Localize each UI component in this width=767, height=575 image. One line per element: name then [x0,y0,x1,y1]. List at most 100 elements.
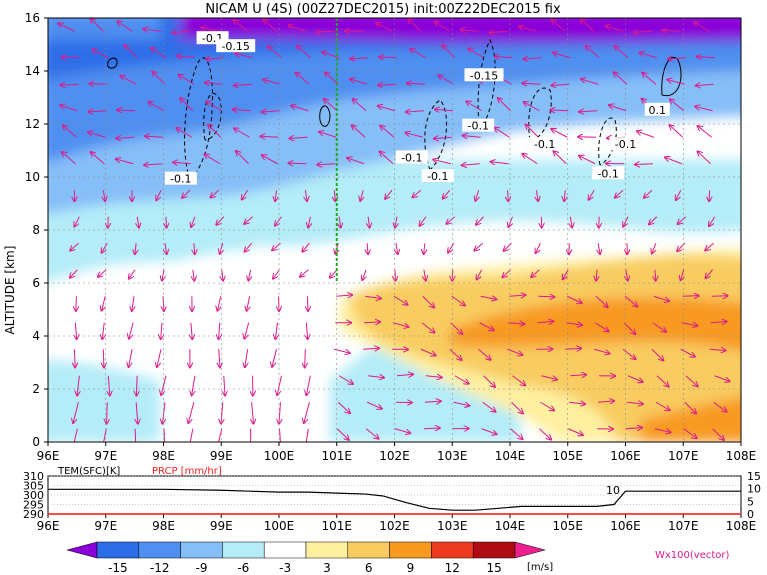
colorbar-segment [389,541,432,559]
wind-vector [204,154,221,165]
wind-vector [475,190,478,201]
wind-vector [206,58,224,59]
wind-vector [712,428,724,440]
colorbar-tick-label: 15 [486,561,501,575]
wind-vector [307,296,308,311]
wind-vector [609,105,627,112]
wind-vector [92,50,109,59]
wind-vector [350,58,369,59]
wind-vector [262,111,280,112]
main-axes: 96E 97E 98E 99E 100E 101E 102E 103E 104E 105E 106E… [25,11,757,463]
wind-vector [162,402,165,423]
wind-vector [74,349,75,367]
wind-vector [261,136,279,137]
contour-label: -0.15 [470,69,498,82]
wind-vector [524,102,540,112]
wind-vector [449,348,462,360]
wind-vector [570,375,586,376]
wind-vector [606,26,624,32]
colorbar-segment [305,541,349,559]
wind-vector [709,349,726,350]
wind-vector [624,295,637,306]
colorbar-segment [222,541,265,559]
wind-vector [698,126,712,138]
wind-vector [451,295,465,305]
wind-vector [136,375,137,396]
wind-vector [63,125,77,138]
wind-vector [683,428,697,439]
wind-vector [91,152,105,165]
wind-vector [509,295,526,296]
colorbar-tick-label: 3 [323,561,331,575]
wind-vector [625,428,642,429]
wind-vector [551,84,570,85]
wind-vector [75,322,76,339]
wind-vector [640,53,658,59]
wind-vector [423,428,440,429]
wind-vector [245,349,248,367]
colorbar-tick-label: -15 [108,561,128,575]
wind-vector [337,401,350,413]
surface-x-tick-label: 96E [37,519,60,533]
wind-vector [540,401,554,410]
x-tick-label: 103E [437,449,468,463]
wind-vector [191,322,192,339]
wind-vector [347,158,365,165]
wind-vector [642,73,657,85]
wind-vector [424,269,426,281]
wind-vector [450,322,462,334]
right-tick-label: 15 [747,470,761,483]
wind-vector [653,295,669,301]
wind-vector [70,269,78,278]
wind-vector [219,322,220,339]
wind-vector [368,376,384,378]
wind-vector [508,323,525,324]
wind-vector [339,216,340,228]
wind-vector [182,189,191,198]
surface-x-tick-label: 106E [610,519,641,533]
y-tick-label: 10 [25,170,40,184]
contour-label: -0.1 [597,167,618,180]
x-tick-label: 98E [152,449,175,463]
wind-vector [379,57,398,58]
contour-label-bg [216,39,256,53]
wind-vector [695,106,713,112]
surface-x-tick-label: 101E [322,519,353,533]
wind-vector [62,152,76,165]
wind-vector [598,243,600,254]
wind-vector [412,189,422,197]
wind-vector [216,216,225,225]
wind-vector [58,23,75,32]
wind-vector [498,98,511,112]
wind-vector [334,190,335,201]
wind-vector [537,321,553,322]
wind-vector [206,101,223,112]
colorbar: -15 -12 -9 -6 -3 3 6 9 12 15 [66,541,546,575]
wind-vector [262,155,278,165]
wind-vector [191,216,195,227]
wind-vector [380,126,395,138]
wind-vector [466,101,482,112]
wind-vector [396,374,413,375]
wind-vector [102,322,104,339]
wind-vector [145,136,164,137]
wind-vector [324,99,338,112]
wind-vector [70,242,79,250]
contour-labels: -0.1-0.15-0.15-0.1-0.1-0.1-0.1-0.1 -0.1-0… [164,31,670,186]
surface-x-tick-label: 99E [210,519,233,533]
wind-shading [48,18,741,442]
wind-vector [173,162,191,163]
wind-vector [108,216,109,228]
y-tick-label: 4 [32,329,40,343]
wind-vector [352,125,366,138]
wind-vector [623,216,629,227]
wind-vector [242,189,249,199]
left-tick-label: 305 [23,480,44,493]
wind-vector [581,19,595,32]
surface-x-tick-label: 105E [553,519,584,533]
wind-vector [297,46,311,59]
contour-label: -0.1 [468,120,489,133]
wind-vector [446,216,456,224]
wind-vector [90,19,104,32]
surface-x-tick-label: 102E [379,519,410,533]
